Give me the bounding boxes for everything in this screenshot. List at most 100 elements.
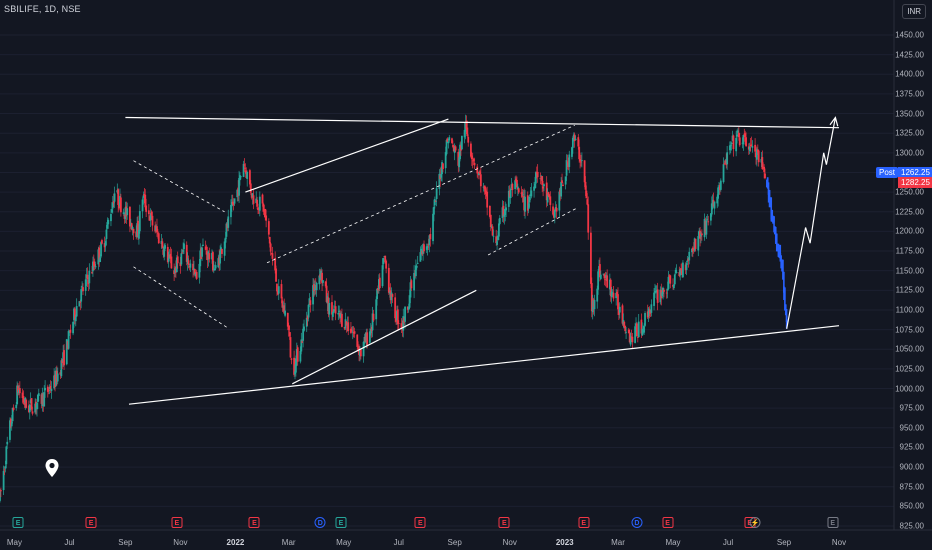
- candle-body: [345, 321, 348, 326]
- candle-body: [47, 390, 50, 392]
- candle-body: [53, 375, 56, 389]
- candle-body: [182, 250, 185, 252]
- event-marker[interactable]: E: [498, 517, 510, 528]
- event-marker[interactable]: D: [314, 517, 326, 528]
- flag1-upper: [133, 160, 225, 213]
- candle-body: [669, 275, 672, 284]
- candle-body: [188, 265, 191, 268]
- candle-body: [479, 171, 481, 175]
- candle-body: [700, 233, 703, 236]
- event-marker[interactable]: E: [12, 517, 24, 528]
- candle-body: [735, 137, 738, 152]
- candle-body: [362, 341, 365, 357]
- candle-body: [104, 241, 107, 247]
- candle-body: [198, 263, 201, 278]
- event-marker[interactable]: E: [414, 517, 426, 528]
- candle-body: [755, 152, 757, 158]
- candle-body: [185, 244, 188, 262]
- candle-body: [332, 309, 335, 313]
- candle-body: [110, 209, 113, 213]
- candle-body: [353, 331, 356, 334]
- candle-body: [36, 402, 38, 410]
- candle-body: [239, 176, 242, 178]
- currency-badge[interactable]: INR: [902, 4, 926, 19]
- candle-body: [470, 143, 472, 157]
- post-market-price: 1262.25: [898, 167, 932, 178]
- projection-bar: [774, 226, 777, 243]
- candle-body: [189, 263, 192, 268]
- candle-body: [157, 233, 160, 244]
- candle-body: [432, 213, 434, 242]
- candle-body: [567, 162, 570, 167]
- candle-body: [719, 180, 722, 190]
- symbol-title[interactable]: SBILIFE, 1D, NSE: [4, 4, 81, 14]
- candle-body: [286, 312, 289, 327]
- candle-body: [384, 255, 387, 263]
- candle-body: [117, 189, 120, 205]
- candle-body: [471, 160, 474, 162]
- candle-body: [299, 350, 302, 362]
- candle-body: [258, 207, 260, 209]
- candle-body: [4, 466, 7, 469]
- event-marker[interactable]: E: [85, 517, 97, 528]
- candle-body: [694, 238, 697, 249]
- candle-body: [419, 252, 422, 262]
- candle-body: [24, 397, 27, 404]
- candle-body: [571, 137, 574, 148]
- candle-body: [382, 258, 385, 265]
- event-marker[interactable]: ⚡: [749, 517, 761, 528]
- candle-body: [67, 331, 70, 349]
- event-marker[interactable]: E: [248, 517, 260, 528]
- candle-body: [306, 315, 309, 320]
- candle-body: [277, 286, 280, 294]
- time-tick-label: Nov: [502, 538, 517, 547]
- time-tick-label: Mar: [281, 538, 296, 547]
- candle-body: [195, 271, 198, 279]
- candle-body: [534, 183, 536, 189]
- candle-body: [541, 176, 544, 185]
- candle-body: [312, 285, 314, 305]
- event-marker[interactable]: E: [578, 517, 590, 528]
- candle-body: [372, 313, 375, 321]
- candle-body: [2, 471, 5, 491]
- candle-body: [300, 339, 303, 352]
- candle-body: [414, 274, 416, 276]
- candle-body: [237, 187, 240, 196]
- candle-body: [725, 160, 728, 166]
- candle-body: [558, 191, 561, 211]
- candle-body: [224, 237, 227, 243]
- candle-body: [716, 196, 719, 204]
- event-marker[interactable]: D: [631, 517, 643, 528]
- candle-body: [302, 328, 305, 341]
- event-marker[interactable]: E: [171, 517, 183, 528]
- upper-up-line: [245, 118, 449, 193]
- time-tick-label: 2022: [226, 538, 245, 547]
- candle-body: [211, 252, 213, 260]
- candle-body: [295, 349, 298, 359]
- candle-body: [186, 258, 189, 264]
- candle-body: [628, 333, 631, 343]
- candle-body: [116, 190, 119, 193]
- candle-body: [706, 219, 709, 221]
- event-marker[interactable]: E: [662, 517, 674, 528]
- candle-body: [548, 194, 551, 198]
- candle-body: [318, 275, 321, 285]
- candle-body: [534, 172, 537, 184]
- candle-body: [722, 164, 725, 183]
- location-pin-icon[interactable]: [44, 458, 60, 478]
- candle-body: [489, 214, 492, 228]
- candle-body: [86, 274, 89, 280]
- candle-body: [565, 160, 568, 176]
- candle-body: [389, 290, 392, 301]
- candle-body: [675, 271, 678, 273]
- candle-body: [92, 261, 95, 266]
- event-marker[interactable]: E: [335, 517, 347, 528]
- candle-body: [41, 393, 44, 406]
- candle-body: [445, 140, 448, 155]
- candle-body: [350, 328, 352, 333]
- candle-body: [408, 295, 411, 308]
- event-marker[interactable]: E: [827, 517, 839, 528]
- candle-body: [29, 399, 32, 404]
- candle-body: [49, 385, 52, 390]
